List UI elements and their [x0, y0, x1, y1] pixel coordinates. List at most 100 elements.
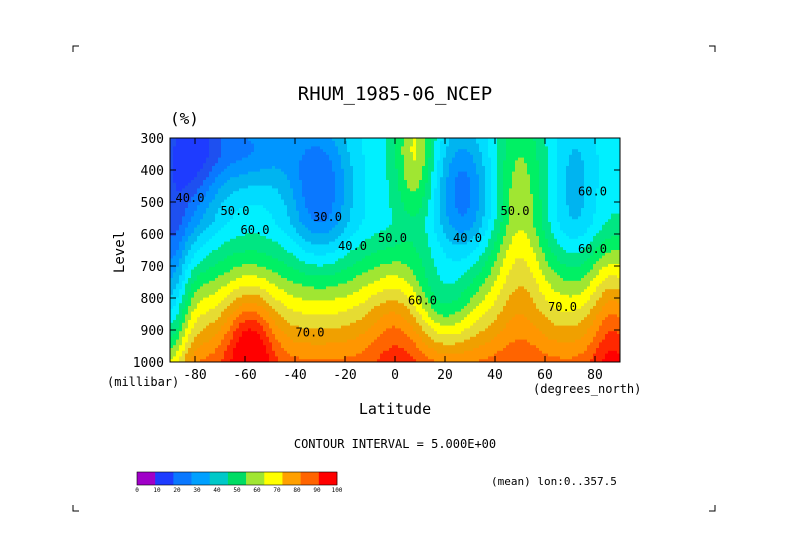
field-cell: [323, 322, 327, 327]
field-cell: [242, 233, 246, 237]
field-cell: [305, 168, 309, 173]
field-cell: [281, 177, 285, 181]
field-cell: [350, 334, 354, 338]
field-cell: [215, 196, 219, 201]
field-cell: [185, 191, 189, 195]
field-cell: [206, 322, 210, 327]
field-cell: [269, 138, 273, 142]
field-cell: [347, 230, 351, 234]
field-cell: [245, 322, 249, 327]
field-cell: [263, 149, 267, 153]
field-cell: [233, 199, 237, 203]
field-cell: [206, 308, 210, 313]
field-cell: [272, 272, 276, 276]
field-cell: [281, 216, 285, 220]
field-cell: [311, 149, 315, 153]
field-cell: [266, 196, 270, 201]
field-cell: [221, 272, 225, 276]
field-cell: [284, 353, 288, 357]
field-cell: [296, 205, 300, 209]
field-cell: [272, 331, 276, 335]
field-cell: [320, 230, 324, 234]
field-cell: [320, 138, 324, 142]
field-cell: [233, 250, 237, 254]
field-cell: [233, 266, 237, 271]
field-cell: [230, 303, 234, 307]
field-cell: [176, 194, 180, 198]
field-cell: [236, 314, 240, 318]
field-cell: [272, 275, 276, 279]
field-cell: [224, 157, 228, 161]
field-cell: [317, 325, 321, 329]
field-cell: [284, 194, 288, 198]
field-cell: [350, 208, 354, 212]
field-cell: [194, 348, 198, 352]
field-cell: [269, 306, 273, 310]
field-cell: [311, 339, 315, 343]
field-cell: [287, 205, 291, 209]
field-cell: [314, 196, 318, 201]
field-cell: [326, 168, 330, 173]
field-cell: [233, 216, 237, 220]
field-cell: [218, 157, 222, 161]
field-cell: [269, 222, 273, 226]
field-cell: [170, 275, 174, 279]
field-cell: [248, 194, 252, 198]
field-cell: [329, 213, 333, 217]
field-cell: [353, 166, 357, 170]
field-cell: [185, 194, 189, 198]
field-cell: [323, 289, 327, 293]
field-cell: [293, 311, 297, 315]
field-cell: [191, 303, 195, 307]
field-cell: [170, 258, 174, 262]
field-cell: [356, 185, 360, 189]
field-cell: [224, 283, 228, 287]
field-cell: [212, 320, 216, 324]
field-cell: [278, 152, 282, 156]
field-cell: [176, 224, 180, 229]
field-cell: [332, 353, 336, 357]
field-cell: [197, 292, 201, 296]
field-cell: [212, 345, 216, 349]
field-cell: [323, 339, 327, 343]
field-cell: [356, 222, 360, 226]
field-cell: [212, 154, 216, 159]
field-cell: [227, 157, 231, 161]
field-cell: [305, 199, 309, 203]
field-cell: [188, 171, 192, 175]
field-cell: [293, 199, 297, 203]
field-cell: [296, 292, 300, 296]
field-cell: [269, 289, 273, 293]
field-cell: [269, 216, 273, 220]
field-cell: [182, 328, 186, 332]
field-cell: [182, 205, 186, 209]
field-cell: [293, 334, 297, 338]
field-cell: [344, 185, 348, 189]
field-cell: [257, 255, 261, 259]
field-cell: [302, 252, 306, 257]
field-cell: [350, 283, 354, 287]
field-cell: [350, 166, 354, 170]
field-cell: [182, 160, 186, 164]
field-cell: [332, 250, 336, 254]
field-cell: [296, 306, 300, 310]
field-cell: [311, 266, 315, 271]
field-cell: [209, 210, 213, 215]
field-cell: [230, 182, 234, 187]
field-cell: [290, 160, 294, 164]
field-cell: [344, 154, 348, 159]
field-cell: [242, 342, 246, 346]
field-cell: [254, 174, 258, 178]
field-cell: [296, 269, 300, 273]
field-cell: [230, 339, 234, 343]
field-cell: [239, 294, 243, 299]
field-cell: [173, 320, 177, 324]
field-cell: [170, 138, 174, 142]
field-cell: [293, 224, 297, 229]
field-cell: [185, 149, 189, 153]
field-cell: [284, 269, 288, 273]
field-cell: [320, 191, 324, 195]
field-cell: [308, 255, 312, 259]
field-cell: [233, 311, 237, 315]
field-cell: [272, 325, 276, 329]
